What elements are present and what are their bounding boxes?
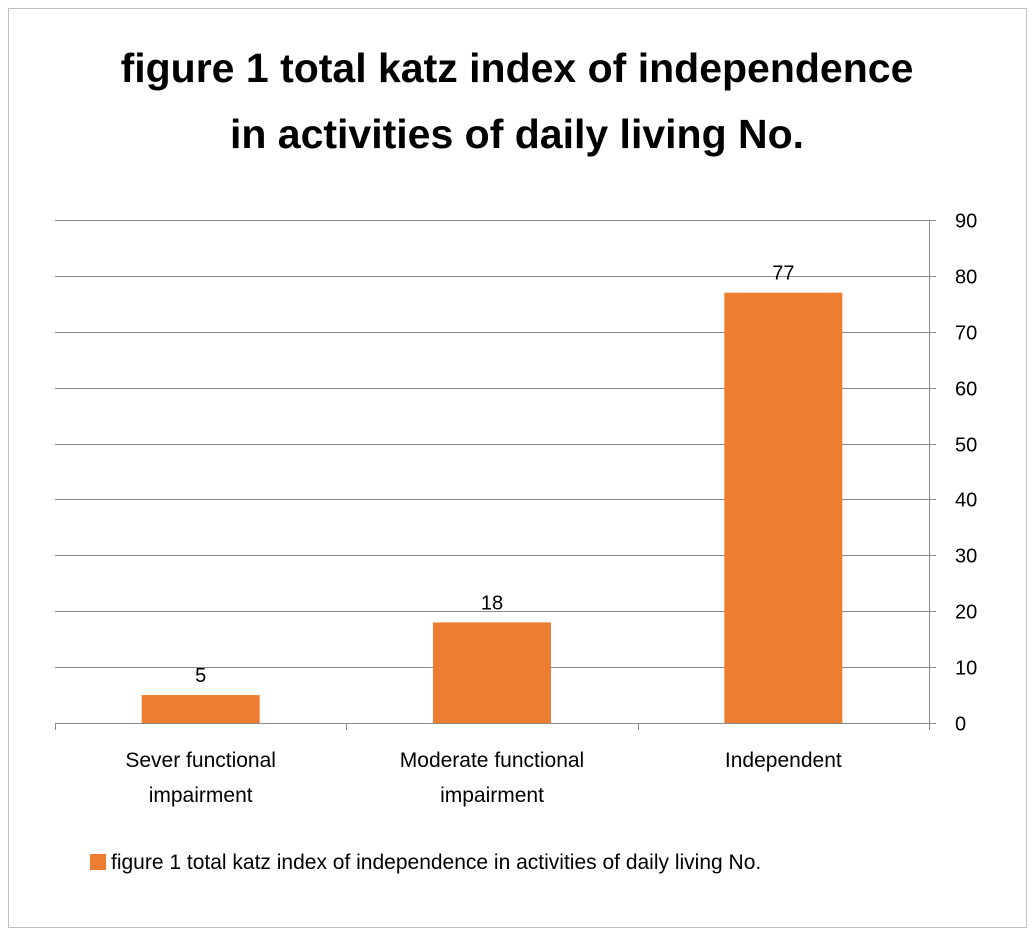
y-tick-label: 50 [955, 435, 977, 457]
chart-title: figure 1 total katz index of independenc… [121, 45, 914, 157]
x-category-label: impairment [440, 784, 544, 807]
bar [724, 292, 843, 723]
y-tick-label: 0 [955, 714, 966, 736]
y-tick-label: 40 [955, 490, 977, 512]
y-tick-label: 70 [955, 323, 977, 345]
bar [433, 622, 551, 723]
legend: figure 1 total katz index of independenc… [90, 851, 761, 874]
y-tick-label: 60 [955, 379, 977, 401]
x-category-label: impairment [149, 784, 253, 807]
x-category-label: Moderate functional [400, 749, 584, 772]
data-labels: 5 18 77 [195, 263, 794, 687]
legend-swatch [90, 854, 106, 870]
bars [141, 292, 843, 723]
y-tick-label: 80 [955, 267, 977, 289]
data-label: 5 [195, 665, 206, 687]
y-tick-label: 30 [955, 546, 977, 568]
chart-title-line: figure 1 total katz index of independenc… [121, 45, 914, 91]
y-tick-label: 10 [955, 658, 977, 680]
data-label: 77 [772, 263, 794, 285]
chart-title-line: in activities of daily living No. [230, 111, 804, 157]
x-category-label: Independent [725, 749, 842, 772]
legend-label: figure 1 total katz index of independenc… [111, 851, 761, 874]
bar [141, 695, 260, 723]
y-axis: 0 10 20 30 40 50 60 70 80 90 [929, 211, 977, 736]
x-axis: Sever functional impairment Moderate funct… [55, 723, 930, 807]
data-label: 18 [481, 592, 503, 614]
chart-frame [8, 8, 1027, 928]
x-category-label: Sever functional [125, 749, 276, 772]
y-tick-label: 20 [955, 602, 977, 624]
y-tick-label: 90 [955, 211, 977, 233]
